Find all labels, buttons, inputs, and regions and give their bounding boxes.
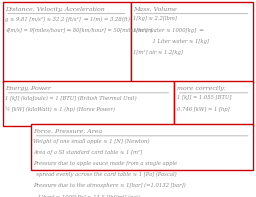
Text: spread evenly across the card table ≈ 1 [Pa] (Pascal): spread evenly across the card table ≈ 1 … bbox=[33, 172, 177, 177]
Text: 1 [kJ] (kiloJoule) = 1 [BTU] (British Thermal Unit): 1 [kJ] (kiloJoule) = 1 [BTU] (British Th… bbox=[5, 96, 137, 101]
Text: Mass, Volume: Mass, Volume bbox=[133, 7, 177, 12]
FancyBboxPatch shape bbox=[3, 2, 131, 83]
Text: 1 Liter water ≈ 1[kg]: 1 Liter water ≈ 1[kg] bbox=[133, 39, 209, 44]
Text: 4[m/s] = 9[miles/hour] ⇔ 80[km/hour] = 50[miles/hour]: 4[m/s] = 9[miles/hour] ⇔ 80[km/hour] = 5… bbox=[5, 28, 153, 33]
Text: 1[m³] air ≈ 1.2[kg]: 1[m³] air ≈ 1.2[kg] bbox=[133, 50, 183, 55]
Text: Energy, Power: Energy, Power bbox=[5, 86, 51, 91]
Text: g ≈ 9.81 [m/s²] ≈ 32.2 [ft/s²]  ⇒ 1(m) = 3.28(ft): g ≈ 9.81 [m/s²] ≈ 32.2 [ft/s²] ⇒ 1(m) = … bbox=[5, 16, 130, 22]
FancyBboxPatch shape bbox=[131, 2, 253, 83]
Text: Weight of one small apple ≈ 1 [N] (Newton): Weight of one small apple ≈ 1 [N] (Newto… bbox=[33, 138, 150, 144]
Text: Pressure due to apple sauce made from a single apple: Pressure due to apple sauce made from a … bbox=[33, 161, 177, 166]
Text: Area of a SI standard card table ≈ 1 [m²]: Area of a SI standard card table ≈ 1 [m²… bbox=[33, 150, 142, 155]
Text: 1[bar] = 100[kPa] ≈ 14.5 [lbf/in²] (psi): 1[bar] = 100[kPa] ≈ 14.5 [lbf/in²] (psi) bbox=[33, 194, 140, 197]
FancyBboxPatch shape bbox=[31, 124, 253, 170]
Text: more correctly:: more correctly: bbox=[177, 86, 226, 91]
Text: 1[kg] ≈ 2.2[lbm]: 1[kg] ≈ 2.2[lbm] bbox=[133, 16, 177, 21]
FancyBboxPatch shape bbox=[3, 81, 174, 125]
Text: Force, Pressure, Area: Force, Pressure, Area bbox=[33, 129, 103, 134]
Text: 1 [kJ] = 1.055 [BTU]: 1 [kJ] = 1.055 [BTU] bbox=[177, 96, 231, 100]
Text: ¾ [kW] (kiloWatt) ≈ 1 (hp) (Horse Power): ¾ [kW] (kiloWatt) ≈ 1 (hp) (Horse Power) bbox=[5, 107, 115, 112]
Text: Pressure due to the atmosphere ≈ 1[bar] (=1.0132 [bar]): Pressure due to the atmosphere ≈ 1[bar] … bbox=[33, 183, 186, 189]
Text: 1[m³] water ≈ 1000[kg]  ⇒: 1[m³] water ≈ 1000[kg] ⇒ bbox=[133, 28, 204, 33]
FancyBboxPatch shape bbox=[174, 81, 253, 125]
Text: 0.746 [kW] = 1 [hp]: 0.746 [kW] = 1 [hp] bbox=[177, 107, 229, 112]
Text: Distance, Velocity, Acceleration: Distance, Velocity, Acceleration bbox=[5, 7, 105, 12]
